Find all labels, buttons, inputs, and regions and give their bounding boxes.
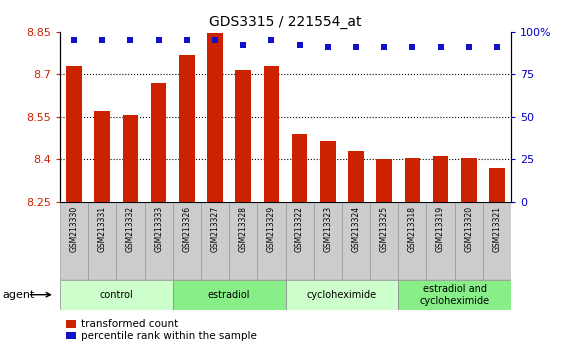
Bar <box>144 202 173 280</box>
Bar <box>286 280 399 310</box>
Bar <box>348 151 364 202</box>
Bar <box>235 70 251 202</box>
Text: percentile rank within the sample: percentile rank within the sample <box>81 331 256 341</box>
Bar <box>483 202 511 280</box>
Bar <box>399 280 511 310</box>
Text: GSM213323: GSM213323 <box>323 206 332 252</box>
Bar <box>229 202 258 280</box>
Bar <box>489 168 505 202</box>
Text: transformed count: transformed count <box>81 319 178 329</box>
Text: GSM213326: GSM213326 <box>182 206 191 252</box>
Text: GSM213330: GSM213330 <box>70 206 79 252</box>
Text: GSM213319: GSM213319 <box>436 206 445 252</box>
Text: GSM213325: GSM213325 <box>380 206 389 252</box>
Bar <box>370 202 399 280</box>
Bar <box>207 33 223 202</box>
Bar <box>116 202 144 280</box>
Text: GSM213329: GSM213329 <box>267 206 276 252</box>
Text: agent: agent <box>3 290 35 300</box>
Bar <box>286 202 313 280</box>
Bar <box>179 55 195 202</box>
Text: GSM213333: GSM213333 <box>154 206 163 252</box>
Text: GSM213322: GSM213322 <box>295 206 304 252</box>
Bar <box>201 202 229 280</box>
Bar <box>258 202 286 280</box>
Text: control: control <box>99 290 133 300</box>
Text: estradiol: estradiol <box>208 290 250 300</box>
Title: GDS3315 / 221554_at: GDS3315 / 221554_at <box>209 16 362 29</box>
Bar <box>433 156 448 202</box>
Text: GSM213324: GSM213324 <box>352 206 360 252</box>
Text: GSM213332: GSM213332 <box>126 206 135 252</box>
Bar <box>461 158 477 202</box>
Bar <box>173 280 286 310</box>
Text: cycloheximide: cycloheximide <box>307 290 377 300</box>
Text: GSM213320: GSM213320 <box>464 206 473 252</box>
Text: GSM213327: GSM213327 <box>211 206 219 252</box>
Bar <box>405 158 420 202</box>
Bar <box>151 83 166 202</box>
Bar <box>455 202 483 280</box>
Bar <box>123 115 138 202</box>
Text: estradiol and
cycloheximide: estradiol and cycloheximide <box>420 284 490 306</box>
Bar <box>376 159 392 202</box>
Text: GSM213328: GSM213328 <box>239 206 248 252</box>
Bar <box>60 280 173 310</box>
Bar <box>173 202 201 280</box>
Text: GSM213321: GSM213321 <box>492 206 501 252</box>
Bar <box>66 66 82 202</box>
Bar <box>320 141 336 202</box>
Text: GSM213331: GSM213331 <box>98 206 107 252</box>
Bar <box>60 202 88 280</box>
Text: GSM213318: GSM213318 <box>408 206 417 252</box>
Bar <box>292 134 307 202</box>
Bar <box>399 202 427 280</box>
Bar <box>342 202 370 280</box>
Bar <box>264 66 279 202</box>
Bar <box>94 111 110 202</box>
Bar <box>313 202 342 280</box>
Bar <box>427 202 455 280</box>
Bar <box>88 202 116 280</box>
